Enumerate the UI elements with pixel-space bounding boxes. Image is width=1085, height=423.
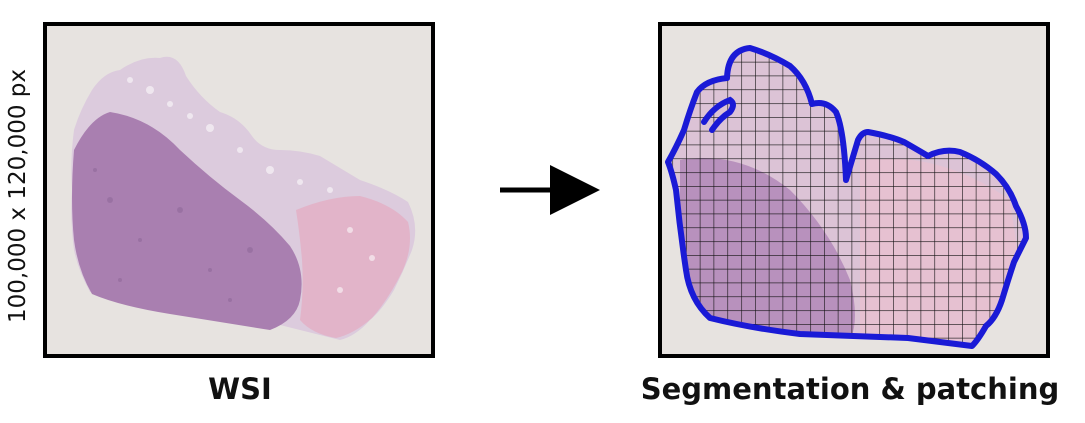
segmentation-contour-inner	[701, 96, 736, 133]
wsi-panel	[43, 22, 435, 358]
wsi-caption: WSI	[208, 372, 272, 406]
dimension-label: 100,000 x 120,000 px	[5, 69, 31, 323]
wsi-tissue	[71, 56, 416, 341]
segmentation-contour	[665, 45, 1029, 349]
segmentation-caption: Segmentation & patching	[640, 372, 1060, 406]
segmentation-panel	[658, 22, 1050, 358]
